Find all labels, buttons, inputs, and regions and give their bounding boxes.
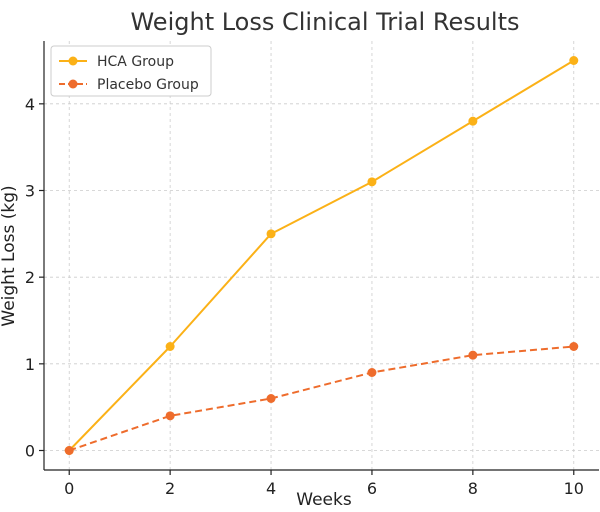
- y-tick-label: 3: [25, 182, 35, 201]
- legend-label-1: Placebo Group: [97, 77, 199, 93]
- series-0-point-5: [569, 56, 579, 65]
- series-layer: [64, 56, 579, 455]
- legend-box: [50, 45, 212, 97]
- legend-marker-1: [68, 79, 78, 89]
- series-line-0: [68, 59, 575, 452]
- series-0-point-1: [165, 342, 175, 351]
- series-1-point-0: [64, 446, 74, 455]
- axes: [43, 41, 599, 471]
- series-1-point-2: [266, 394, 276, 403]
- x-tick-label: 10: [564, 479, 584, 498]
- series-1-point-3: [367, 368, 377, 377]
- y-tick-label: 2: [25, 268, 35, 287]
- gridlines: [44, 41, 599, 470]
- y-tick-label: 1: [25, 355, 35, 374]
- x-tick-label: 6: [367, 479, 377, 498]
- legend: HCA Group Placebo Group: [50, 45, 212, 97]
- series-0-point-3: [367, 177, 377, 187]
- x-tick-label: 4: [266, 479, 276, 498]
- series-1-point-4: [468, 350, 478, 360]
- series-1-point-1: [165, 411, 175, 421]
- y-axis-label: Weight Loss (kg): [0, 185, 19, 326]
- x-tick-label: 2: [165, 479, 175, 498]
- y-tick-label: 0: [25, 442, 35, 461]
- legend-marker-0: [68, 56, 78, 66]
- y-tick-label: 4: [25, 95, 35, 114]
- x-axis-label: Weeks: [296, 490, 352, 510]
- series-0-point-4: [468, 116, 478, 126]
- y-axis-ticks: 0 1 2 3 4: [25, 95, 44, 461]
- legend-label-0: HCA Group: [97, 54, 174, 70]
- series-line-1: [68, 345, 574, 452]
- chart-title: Weight Loss Clinical Trial Results: [130, 8, 519, 36]
- series-1-point-5: [569, 342, 579, 351]
- x-tick-label: 8: [468, 479, 478, 498]
- series-0-point-2: [266, 229, 276, 239]
- x-axis-ticks: 0 2 4 6 8 10: [64, 470, 584, 498]
- x-tick-label: 0: [64, 479, 74, 498]
